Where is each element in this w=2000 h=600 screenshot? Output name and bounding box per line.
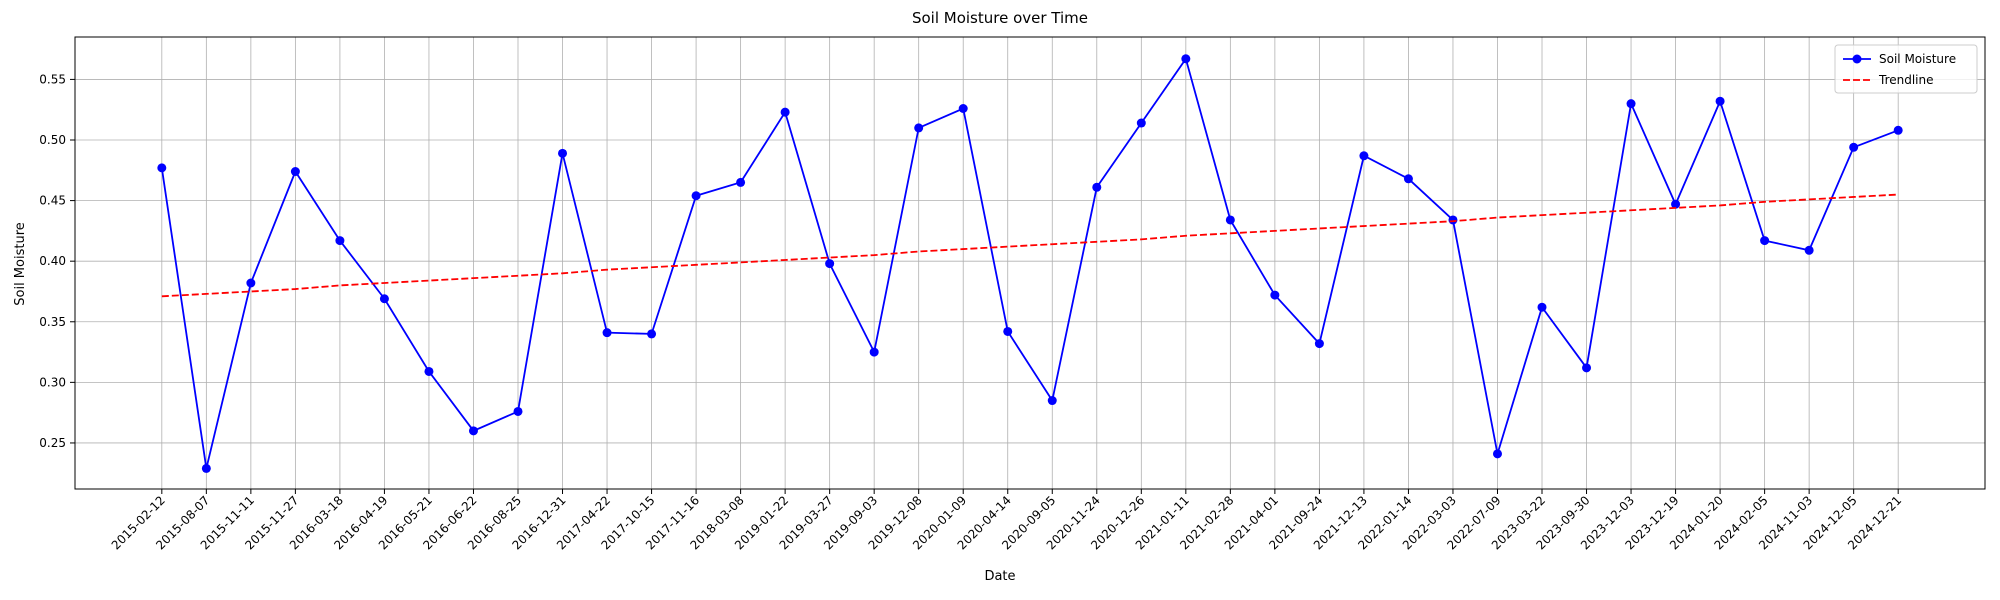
data-point — [869, 347, 879, 357]
data-point — [246, 278, 256, 288]
data-point — [1092, 182, 1102, 192]
data-point — [1893, 125, 1903, 135]
data-point — [513, 406, 523, 416]
data-point — [602, 328, 612, 338]
chart-title: Soil Moisture over Time — [912, 9, 1088, 27]
legend-label: Soil Moisture — [1879, 52, 1956, 66]
y-tick-label: 0.30 — [39, 375, 66, 389]
data-point — [914, 123, 924, 133]
data-point — [1715, 96, 1725, 106]
legend-label: Trendline — [1878, 73, 1934, 87]
y-tick-label: 0.50 — [39, 133, 66, 147]
x-axis-label: Date — [984, 569, 1015, 584]
data-point — [1804, 245, 1814, 255]
data-point — [1359, 151, 1369, 161]
y-tick-label: 0.55 — [39, 72, 66, 86]
data-point — [1225, 215, 1235, 225]
data-point — [201, 463, 211, 473]
data-point — [647, 329, 657, 339]
y-axis-label: Soil Moisture — [13, 222, 28, 306]
data-point — [1003, 326, 1013, 336]
data-point — [1626, 99, 1636, 109]
legend-box — [1834, 44, 1978, 94]
data-point — [1760, 236, 1770, 246]
data-point — [1270, 290, 1280, 300]
data-point — [736, 177, 746, 187]
data-point — [1448, 215, 1458, 225]
data-point — [1849, 142, 1859, 152]
data-point — [825, 259, 835, 269]
y-tick-label: 0.40 — [39, 254, 66, 268]
y-tick-label: 0.35 — [39, 315, 66, 329]
data-point — [1582, 363, 1592, 373]
data-point — [157, 163, 167, 173]
plot-frame — [74, 36, 1986, 490]
data-point — [424, 366, 434, 376]
data-point — [290, 167, 300, 177]
data-point — [1403, 174, 1413, 184]
data-point — [958, 103, 968, 113]
data-point — [1181, 54, 1191, 64]
data-point — [335, 236, 345, 246]
data-point — [379, 294, 389, 304]
data-point — [1537, 302, 1547, 312]
y-tick-label: 0.45 — [39, 194, 66, 208]
y-tick-label: 0.25 — [39, 436, 66, 450]
data-point — [558, 148, 568, 158]
data-point — [1492, 449, 1502, 459]
data-point — [468, 426, 478, 436]
data-point — [1671, 199, 1681, 209]
data-point — [1314, 339, 1324, 349]
data-point — [1047, 396, 1057, 406]
series-line — [160, 56, 1899, 469]
data-point — [1136, 118, 1146, 128]
data-point — [780, 107, 790, 117]
legend-marker — [1852, 54, 1862, 64]
data-point — [691, 191, 701, 201]
